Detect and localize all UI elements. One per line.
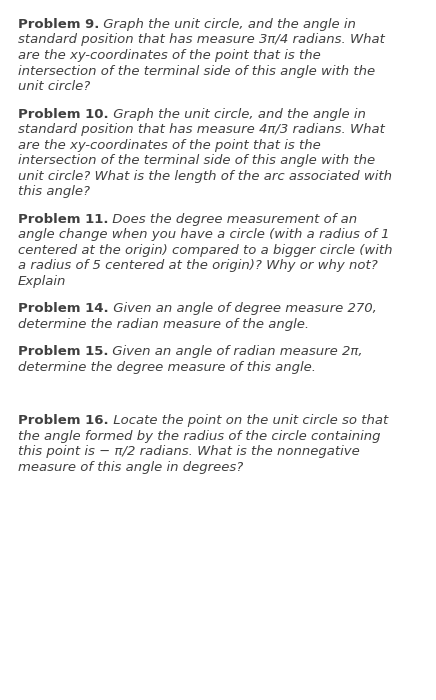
Text: centered at the origin) compared to a bigger circle (with: centered at the origin) compared to a bi…	[18, 244, 392, 256]
Text: determine the degree measure of this angle.: determine the degree measure of this ang…	[18, 360, 316, 374]
Text: Problem 14.: Problem 14.	[18, 302, 109, 315]
Text: measure of this angle in degrees?: measure of this angle in degrees?	[18, 461, 243, 473]
Text: are the xy-coordinates of the point that is the: are the xy-coordinates of the point that…	[18, 139, 321, 151]
Text: determine the radian measure of the angle.: determine the radian measure of the angl…	[18, 318, 309, 330]
Text: unit circle? What is the length of the arc associated with: unit circle? What is the length of the a…	[18, 169, 392, 183]
Text: a radius of 5 centered at the origin)? Why or why not?: a radius of 5 centered at the origin)? W…	[18, 259, 378, 272]
Text: angle change when you have a circle (with a radius of 1: angle change when you have a circle (wit…	[18, 228, 389, 241]
Text: Locate the point on the unit circle so that: Locate the point on the unit circle so t…	[109, 414, 388, 427]
Text: Does the degree measurement of an: Does the degree measurement of an	[109, 213, 358, 225]
Text: Problem 10.: Problem 10.	[18, 108, 109, 120]
Text: Problem 9.: Problem 9.	[18, 18, 99, 31]
Text: standard position that has measure 3π/4 radians. What: standard position that has measure 3π/4 …	[18, 34, 385, 46]
Text: are the xy-coordinates of the point that is the: are the xy-coordinates of the point that…	[18, 49, 321, 62]
Text: Given an angle of radian measure 2π,: Given an angle of radian measure 2π,	[109, 345, 363, 358]
Text: Problem 16.: Problem 16.	[18, 414, 109, 427]
Text: Problem 11.: Problem 11.	[18, 213, 109, 225]
Text: Graph the unit circle, and the angle in: Graph the unit circle, and the angle in	[109, 108, 365, 120]
Text: Graph the unit circle, and the angle in: Graph the unit circle, and the angle in	[99, 18, 356, 31]
Text: Given an angle of degree measure 270,: Given an angle of degree measure 270,	[109, 302, 377, 315]
Text: Problem 15.: Problem 15.	[18, 345, 109, 358]
Text: standard position that has measure 4π/3 radians. What: standard position that has measure 4π/3 …	[18, 123, 385, 136]
Text: this angle?: this angle?	[18, 185, 90, 198]
Text: Explain: Explain	[18, 274, 66, 288]
Text: the angle formed by the radius of the circle containing: the angle formed by the radius of the ci…	[18, 430, 381, 442]
Text: intersection of the terminal side of this angle with the: intersection of the terminal side of thi…	[18, 64, 375, 78]
Text: intersection of the terminal side of this angle with the: intersection of the terminal side of thi…	[18, 154, 375, 167]
Text: this point is − π/2 radians. What is the nonnegative: this point is − π/2 radians. What is the…	[18, 445, 360, 458]
Text: unit circle?: unit circle?	[18, 80, 90, 93]
